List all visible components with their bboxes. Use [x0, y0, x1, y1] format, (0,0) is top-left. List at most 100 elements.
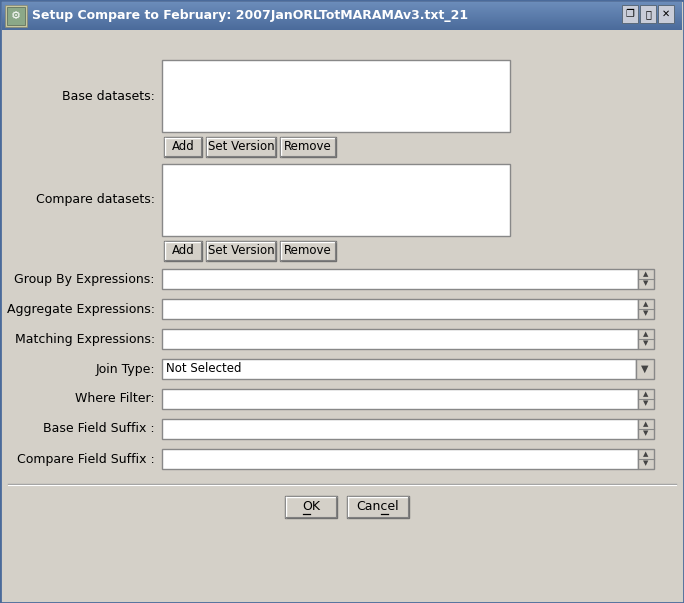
- Bar: [165, 242, 201, 260]
- Bar: [2, 14, 682, 15]
- Bar: [636, 359, 654, 379]
- Bar: [2, 24, 682, 25]
- Bar: [2, 19, 682, 20]
- Bar: [638, 299, 654, 319]
- Bar: [638, 269, 654, 289]
- Text: Remove: Remove: [284, 140, 332, 154]
- Bar: [285, 496, 337, 518]
- Bar: [658, 5, 674, 23]
- Text: Remove: Remove: [284, 244, 332, 257]
- Bar: [162, 449, 638, 469]
- Text: ▼: ▼: [644, 461, 648, 467]
- Bar: [2, 10, 682, 11]
- Bar: [2, 6, 682, 7]
- Text: Base datasets:: Base datasets:: [62, 89, 155, 103]
- Text: ▼: ▼: [642, 364, 648, 374]
- Bar: [2, 28, 682, 29]
- Bar: [2, 7, 682, 8]
- Text: Compare Field Suffix :: Compare Field Suffix :: [17, 452, 155, 466]
- Bar: [2, 25, 682, 26]
- Text: ▲: ▲: [644, 391, 648, 397]
- Text: Add: Add: [172, 140, 194, 154]
- Bar: [2, 22, 682, 23]
- Bar: [206, 241, 276, 261]
- Bar: [2, 5, 682, 6]
- Bar: [348, 497, 408, 517]
- Bar: [2, 13, 682, 14]
- Bar: [638, 449, 654, 469]
- Bar: [2, 16, 682, 17]
- Bar: [280, 137, 336, 157]
- Text: OK: OK: [302, 500, 320, 514]
- Bar: [2, 27, 682, 28]
- Bar: [5, 5, 27, 27]
- Bar: [2, 20, 682, 21]
- Text: ⬜: ⬜: [645, 9, 651, 19]
- Text: Join Type:: Join Type:: [95, 362, 155, 376]
- Bar: [638, 389, 654, 409]
- Bar: [281, 242, 335, 260]
- Text: Set Version: Set Version: [208, 244, 274, 257]
- Bar: [2, 17, 682, 18]
- Bar: [638, 329, 654, 349]
- Bar: [162, 60, 510, 132]
- Bar: [2, 4, 682, 5]
- Bar: [206, 137, 276, 157]
- Text: ▼: ▼: [644, 431, 648, 437]
- Bar: [286, 497, 336, 517]
- Bar: [164, 241, 202, 261]
- Text: ▼: ▼: [644, 341, 648, 347]
- Bar: [162, 269, 638, 289]
- Bar: [162, 329, 638, 349]
- Bar: [2, 29, 682, 30]
- Bar: [640, 5, 656, 23]
- Bar: [281, 138, 335, 156]
- Text: ▲: ▲: [644, 302, 648, 308]
- Bar: [162, 164, 510, 236]
- Text: ❐: ❐: [626, 9, 634, 19]
- Text: Aggregate Expressions:: Aggregate Expressions:: [7, 303, 155, 315]
- Bar: [7, 7, 25, 25]
- Bar: [162, 419, 638, 439]
- Bar: [162, 389, 638, 409]
- Bar: [207, 242, 275, 260]
- Bar: [2, 9, 682, 10]
- Text: ▲: ▲: [644, 271, 648, 277]
- Bar: [162, 359, 636, 379]
- Bar: [280, 241, 336, 261]
- Bar: [622, 5, 638, 23]
- Text: ▼: ▼: [644, 400, 648, 406]
- Text: Where Filter:: Where Filter:: [75, 393, 155, 405]
- Bar: [2, 26, 682, 27]
- Text: ⚙: ⚙: [11, 11, 21, 21]
- Bar: [2, 23, 682, 24]
- Bar: [2, 11, 682, 12]
- Text: Setup Compare to February: 2007JanORLTotMARAMAv3.txt_21: Setup Compare to February: 2007JanORLTot…: [32, 10, 468, 22]
- Text: Not Selected: Not Selected: [166, 362, 241, 376]
- Text: ▲: ▲: [644, 421, 648, 428]
- Bar: [638, 419, 654, 439]
- Bar: [162, 299, 638, 319]
- Text: Compare datasets:: Compare datasets:: [36, 194, 155, 206]
- Bar: [164, 137, 202, 157]
- Bar: [347, 496, 409, 518]
- Bar: [207, 138, 275, 156]
- Text: ▲: ▲: [644, 452, 648, 458]
- Text: ▲: ▲: [644, 332, 648, 338]
- Bar: [2, 12, 682, 13]
- Bar: [2, 21, 682, 22]
- Text: Cancel: Cancel: [356, 500, 399, 514]
- Text: Set Version: Set Version: [208, 140, 274, 154]
- Text: ✕: ✕: [662, 9, 670, 19]
- Text: Matching Expressions:: Matching Expressions:: [15, 332, 155, 346]
- Bar: [2, 8, 682, 9]
- Text: Group By Expressions:: Group By Expressions:: [14, 273, 155, 285]
- Bar: [2, 2, 682, 3]
- Bar: [2, 3, 682, 4]
- Text: Add: Add: [172, 244, 194, 257]
- Bar: [165, 138, 201, 156]
- Text: Base Field Suffix :: Base Field Suffix :: [43, 423, 155, 435]
- Text: ▼: ▼: [644, 280, 648, 286]
- Bar: [2, 18, 682, 19]
- Bar: [2, 15, 682, 16]
